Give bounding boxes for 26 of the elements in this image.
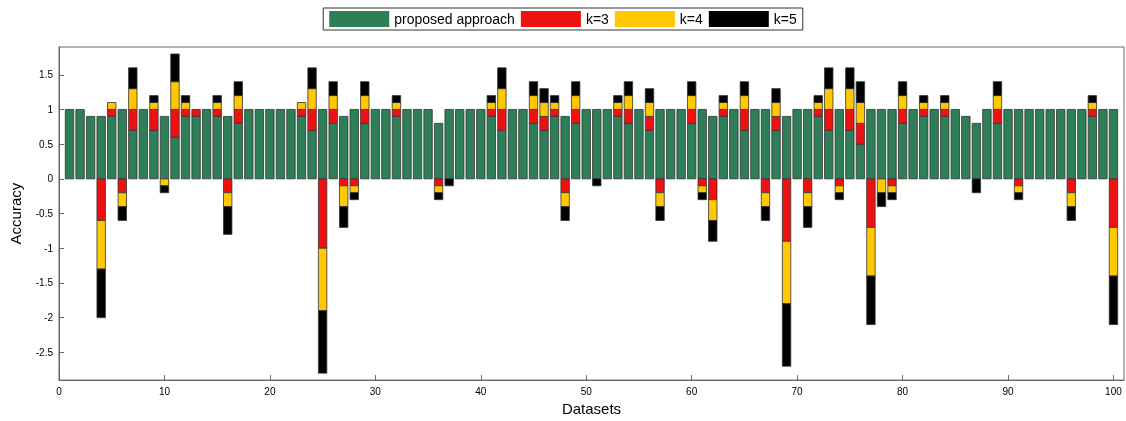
x-tick-label: 80 xyxy=(897,385,909,397)
y-tick-label: 0.5 xyxy=(39,138,54,150)
x-tick-label: 0 xyxy=(56,385,63,397)
x-tick-label: 40 xyxy=(475,385,487,397)
y-tick-label: 0 xyxy=(47,173,54,185)
y-tick-label: -0.5 xyxy=(35,208,54,220)
x-tick-label: 50 xyxy=(580,385,593,397)
y-tick-label: -1 xyxy=(44,242,54,254)
legend-label: k=4 xyxy=(679,11,704,27)
x-tick-label: 10 xyxy=(158,385,171,397)
x-tick-label: 100 xyxy=(1105,385,1123,397)
x-tick-label: 90 xyxy=(1002,385,1015,397)
x-axis-title: Datasets xyxy=(561,400,622,417)
x-tick-label: 70 xyxy=(791,385,804,397)
x-tick-label: 30 xyxy=(369,385,382,397)
x-tick-label: 60 xyxy=(686,385,698,397)
legend-label: k=3 xyxy=(585,11,610,27)
legend-label: k=5 xyxy=(773,11,797,27)
y-tick-label: 1 xyxy=(47,103,54,115)
x-tick-label: 20 xyxy=(264,385,276,397)
y-tick-label: -1.5 xyxy=(35,277,54,289)
legend-label: proposed approach xyxy=(394,11,515,27)
y-tick-label: -2.5 xyxy=(35,346,54,358)
y-tick-label: 1.5 xyxy=(39,69,54,81)
y-tick-label: -2 xyxy=(44,312,54,324)
y-axis-title: Accuracy xyxy=(7,182,24,245)
